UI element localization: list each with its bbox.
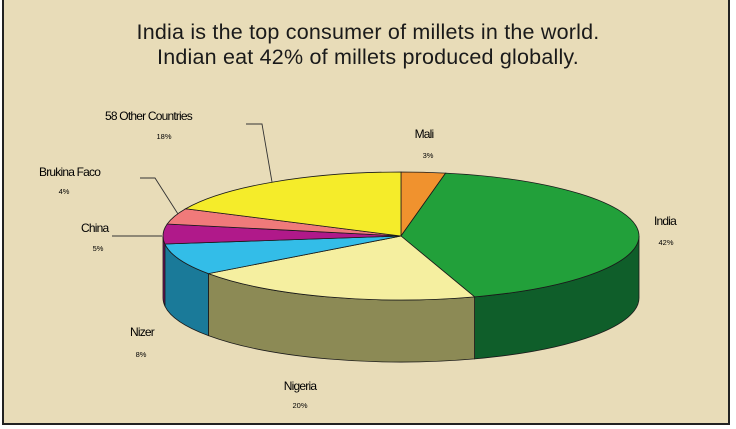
pie-slice-nigeria — [206, 235, 476, 301]
slice-value-india: 42% — [658, 238, 673, 247]
slice-label-nizer: Nizer — [130, 325, 155, 339]
slice-value-nigeria: 20% — [292, 401, 307, 410]
slice-label-china: China — [81, 221, 109, 235]
slice-value-mali: 3% — [423, 151, 434, 160]
slice-value-china: 5% — [93, 244, 104, 253]
pie-slice-58-other-countries — [184, 171, 402, 237]
slice-label-mali: Mali — [415, 127, 434, 141]
slice-label-58-other-countries: 58 Other Countries — [105, 109, 193, 123]
pie-side-china — [162, 235, 166, 307]
slice-label-india: India — [654, 214, 677, 228]
slice-value-58-other-countries: 18% — [156, 132, 171, 141]
chart-title-line-2: Indian eat 42% of millets produced globa… — [157, 45, 579, 69]
slice-value-nizer: 8% — [136, 350, 147, 359]
pie-slice-nizer — [164, 235, 402, 275]
leader-line-brukina-faco — [140, 177, 179, 215]
pie-slice-india — [400, 172, 640, 298]
leader-line-58-other-countries — [246, 123, 273, 183]
slice-value-brukina-faco: 4% — [59, 187, 70, 196]
slice-label-brukina-faco: Brukina Faco — [39, 165, 101, 179]
chart-title-line-1: India is the top consumer of millets in … — [136, 20, 600, 44]
slice-label-nigeria: Nigeria — [284, 379, 318, 393]
